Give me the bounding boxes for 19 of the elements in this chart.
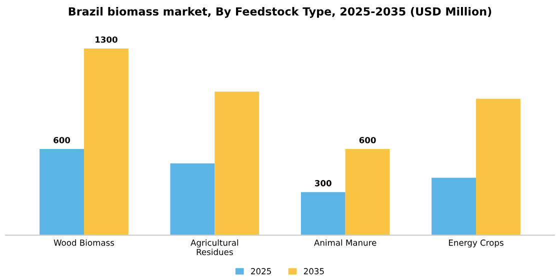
bar — [300, 192, 346, 236]
bar — [40, 149, 84, 236]
data-label: 1300 — [96, 36, 118, 43]
data-label: 600 — [54, 136, 70, 144]
bar — [432, 178, 476, 236]
x-tick-label: Energy Crops — [449, 240, 504, 248]
bar — [214, 92, 260, 236]
data-label: 300 — [314, 180, 332, 186]
bar — [170, 163, 215, 236]
bar — [345, 149, 390, 236]
data-label: 600 — [359, 136, 376, 144]
legend-label: 2035 — [304, 268, 324, 274]
bar — [84, 48, 128, 236]
bar — [476, 98, 520, 236]
chart-title: Brazil biomass market, By Feedstock Type, 2025-2035 (USD Million) — [68, 7, 492, 18]
x-tick-label: Wood Biomass — [54, 239, 114, 246]
x-tick-label: Agricultural Residues — [190, 239, 238, 256]
legend-label: 2025 — [251, 268, 271, 274]
x-tick-label: Animal Manure — [314, 239, 376, 246]
